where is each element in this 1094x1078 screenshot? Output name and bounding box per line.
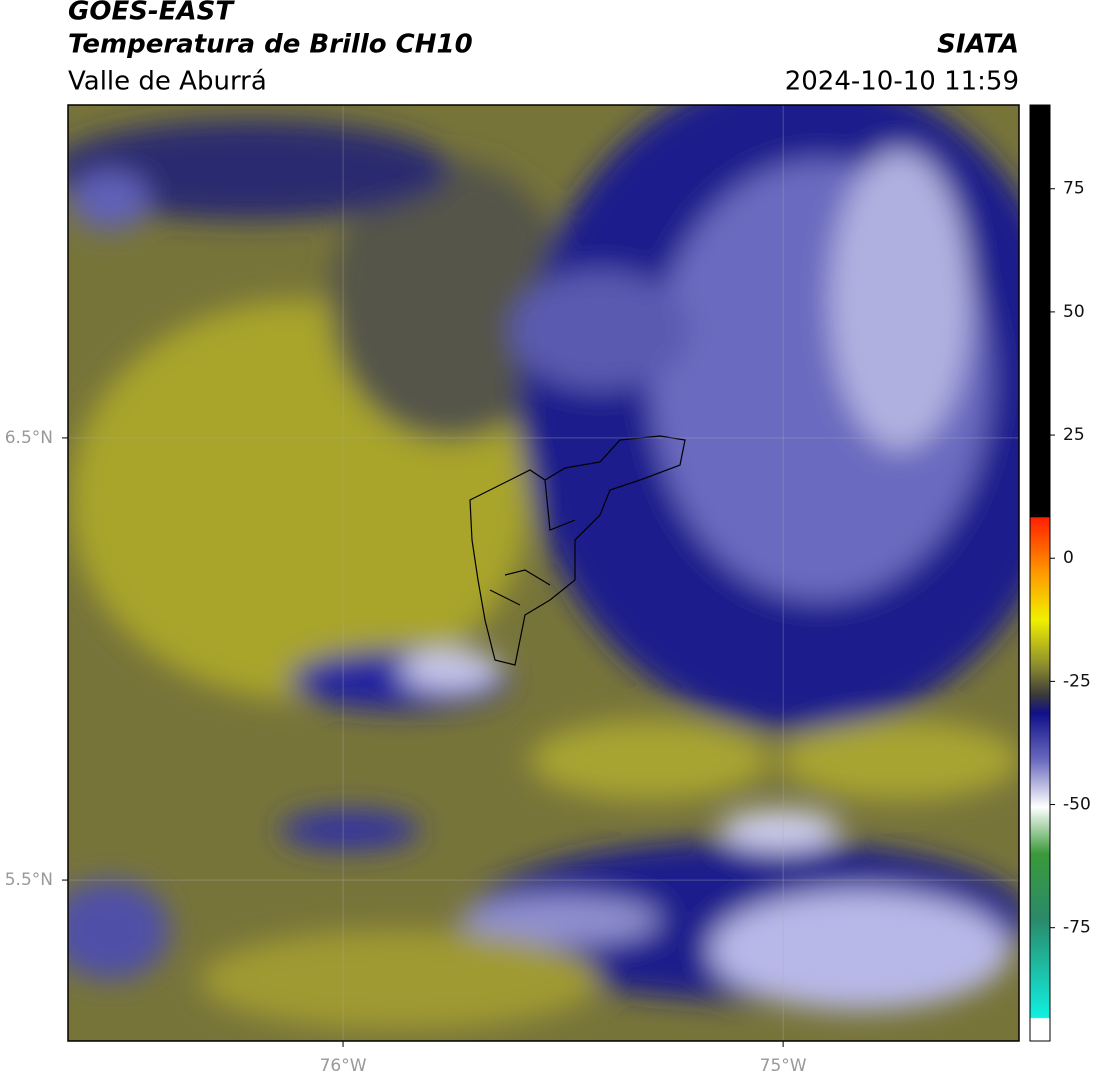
y-tick-label: 6.5°N (5, 428, 53, 448)
colorbar-tick-label: -50 (1063, 795, 1091, 815)
title: GOES-EAST (68, 0, 235, 27)
colorbar-tick-label: 0 (1063, 548, 1074, 568)
region: Valle de Aburrá (68, 67, 267, 97)
colorbar-tick-label: -25 (1063, 671, 1091, 691)
colorbar-tick-label: 25 (1063, 425, 1085, 445)
colorbar-tick-label: 75 (1063, 179, 1085, 199)
source: SIATA (937, 30, 1019, 60)
x-tick-label: 75°W (760, 1056, 807, 1076)
subtitle: Temperatura de Brillo CH10 (68, 30, 473, 60)
datetime: 2024-10-10 11:59 (785, 67, 1019, 97)
colorbar-tick-label: 50 (1063, 302, 1085, 322)
x-tick-label: 76°W (320, 1056, 367, 1076)
map-frame (67, 104, 1020, 1042)
colorbar-tick-label: -75 (1063, 918, 1091, 938)
colorbar (1029, 104, 1051, 1042)
map-image (68, 105, 1019, 1041)
region-outline (469, 435, 686, 666)
y-tick-label: 5.5°N (5, 870, 53, 890)
